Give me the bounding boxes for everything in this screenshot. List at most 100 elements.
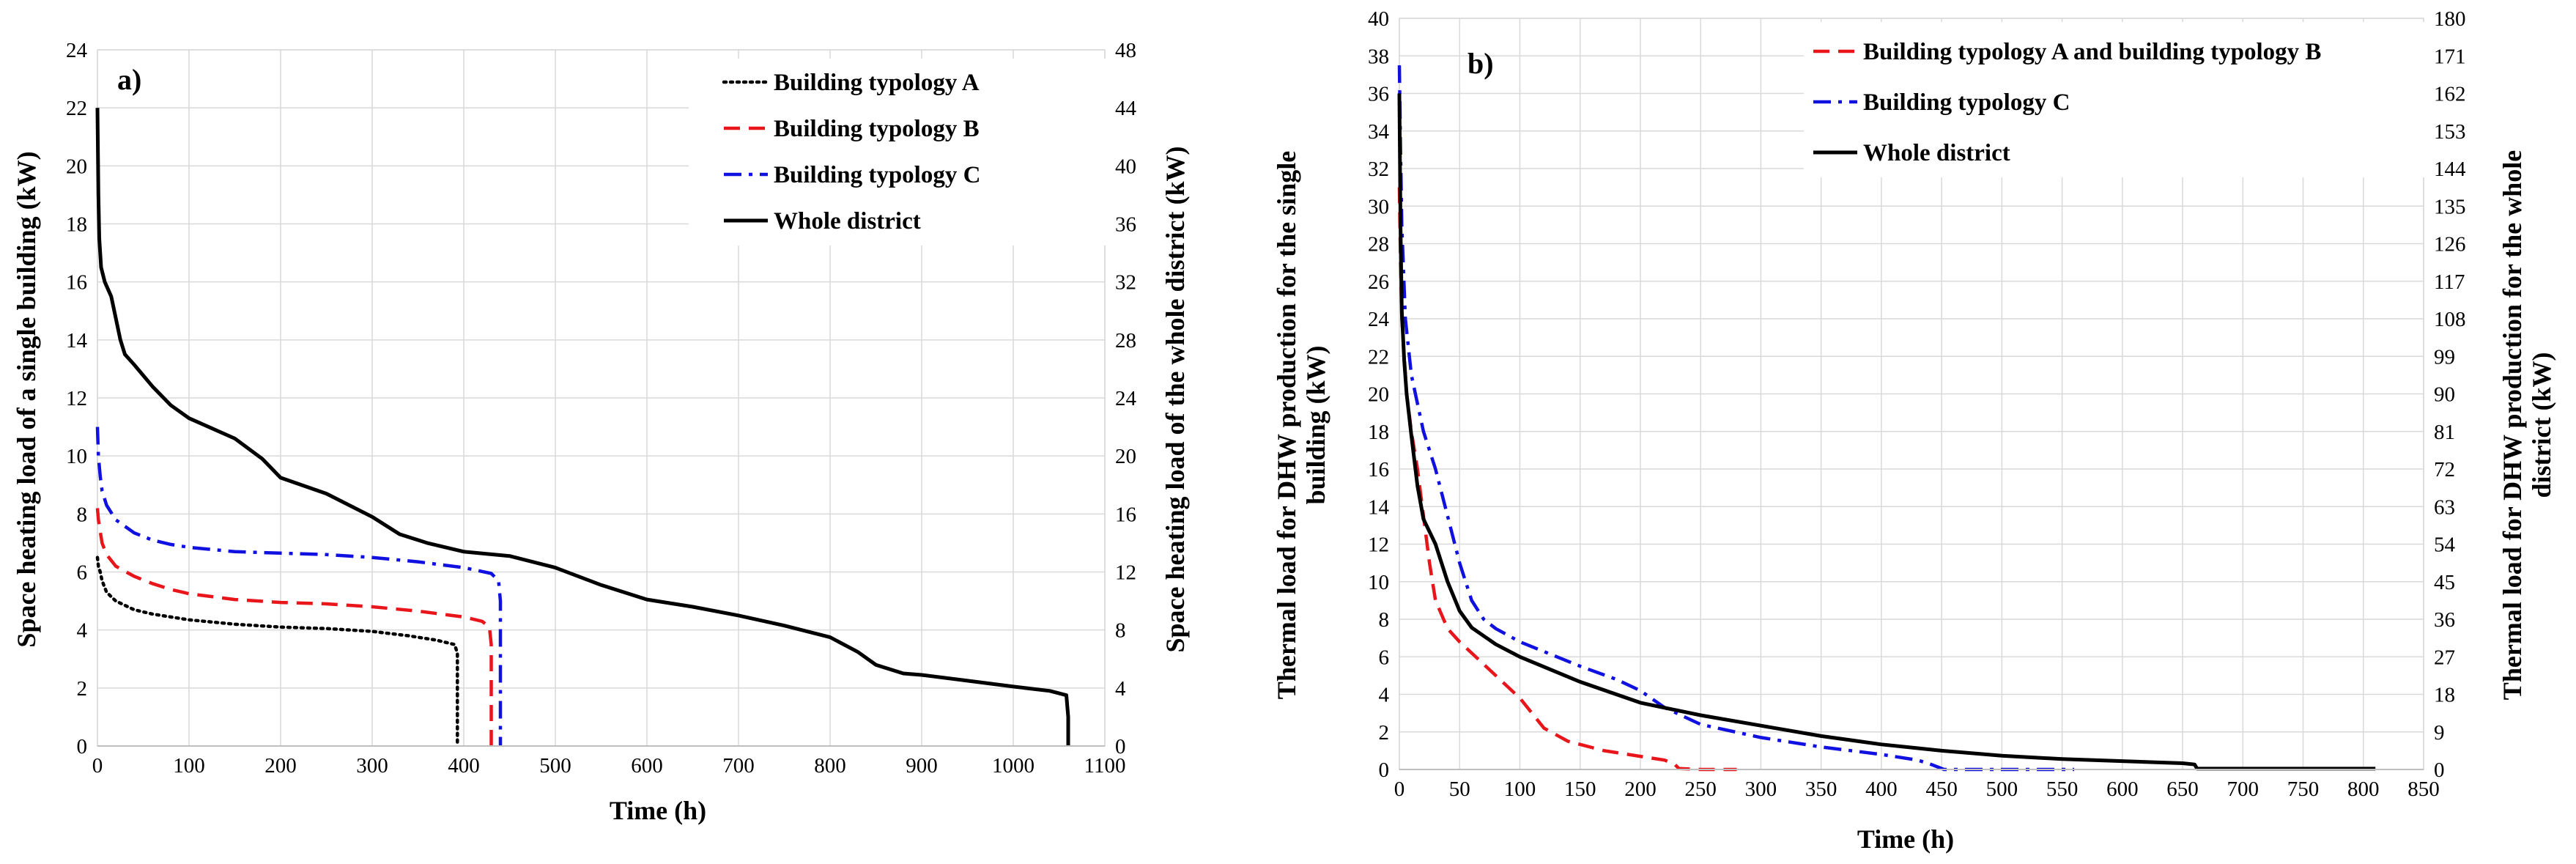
legend-label-3: Whole district (1863, 140, 2010, 166)
y-tick-label: 32 (1368, 158, 1389, 181)
series-line-1 (95, 555, 459, 748)
chart-a-legend: Building typology A Building typology B Bu… (722, 70, 980, 235)
y2-tick-label: 162 (2434, 83, 2466, 106)
y-tick-label: 6 (1379, 646, 1390, 669)
y2-tick-label: 0 (1115, 735, 1126, 758)
chart-b-panel-label: b) (1467, 47, 1494, 80)
x-tick-label: 550 (2046, 778, 2079, 801)
y2-tick-label: 108 (2434, 308, 2466, 331)
legend-label-4: Whole district (774, 208, 921, 235)
y2-tick-label: 8 (1115, 619, 1126, 643)
x-tick-label: 750 (2287, 778, 2320, 801)
y2-tick-label: 48 (1115, 39, 1136, 62)
y-tick-label: 14 (66, 329, 88, 352)
y2-tick-label: 9 (2434, 721, 2445, 745)
y-tick-label: 18 (66, 213, 87, 237)
series-line-3 (95, 427, 503, 746)
series-line-4 (95, 108, 1070, 746)
x-tick-label: 700 (2227, 778, 2259, 801)
chart-b-y2-axis-label-line-2: district (kW) (2527, 352, 2556, 498)
x-tick-label: 900 (906, 754, 938, 778)
y-tick-label: 16 (66, 271, 87, 295)
y-tick-label: 2 (1379, 721, 1390, 745)
x-tick-label: 200 (1624, 778, 1657, 801)
chart-a-series (95, 108, 1070, 748)
y2-tick-label: 180 (2434, 7, 2466, 31)
y-tick-label: 10 (1368, 571, 1389, 594)
y-tick-label: 36 (1368, 83, 1389, 106)
x-tick-label: 300 (356, 754, 388, 778)
x-tick-label: 200 (264, 754, 297, 778)
y-tick-label: 12 (1368, 533, 1389, 557)
legend-label-3: Building typology C (774, 162, 980, 188)
chart-b-series (1397, 65, 2376, 772)
y2-tick-label: 171 (2434, 45, 2466, 68)
y-tick-label: 10 (66, 445, 87, 468)
y-tick-label: 40 (1368, 7, 1389, 31)
x-tick-label: 400 (1865, 778, 1898, 801)
x-tick-label: 250 (1684, 778, 1717, 801)
y-tick-label: 18 (1368, 421, 1389, 444)
chart-b-x-ticks: 0 50 100 150 200 250 300 350 400 450 500 550 600 650 7… (1394, 778, 2440, 801)
chart-b-y2-ticks: 0 9 18 27 36 45 54 63 72 81 90 99 108 117 126 135 144 153… (2434, 7, 2466, 782)
y2-tick-label: 153 (2434, 120, 2466, 144)
series-line-2 (95, 508, 493, 746)
chart-b-y-axis-label-line-2: building (kW) (1301, 345, 1330, 504)
x-tick-label: 600 (631, 754, 663, 778)
chart-b-y-axis-label-line-1: Thermal load for DHW production for the … (1272, 151, 1301, 699)
x-tick-label: 450 (1925, 778, 1958, 801)
x-tick-label: 100 (173, 754, 205, 778)
x-tick-label: 500 (539, 754, 571, 778)
x-tick-label: 1100 (1084, 754, 1126, 778)
y-tick-label: 8 (1379, 608, 1390, 632)
y-tick-label: 22 (1368, 345, 1389, 369)
y2-tick-label: 32 (1115, 271, 1136, 295)
y2-tick-label: 20 (1115, 445, 1136, 468)
chart-b-y2-axis-label-line-1: Thermal load for DHW production for the … (2498, 150, 2527, 700)
chart-a-y2-axis-label: Space heating load of the whole district… (1161, 147, 1190, 653)
y2-tick-label: 28 (1115, 329, 1136, 352)
chart-a: 0 100 200 300 400 500 600 700 800 900 1000 1100 024… (12, 39, 1190, 825)
y2-tick-label: 45 (2434, 571, 2455, 594)
y-tick-label: 24 (66, 39, 88, 62)
y2-tick-label: 16 (1115, 503, 1136, 526)
y-tick-label: 8 (77, 503, 88, 526)
x-tick-label: 50 (1449, 778, 1470, 801)
y2-tick-label: 0 (2434, 758, 2445, 782)
x-tick-label: 850 (2407, 778, 2440, 801)
y2-tick-label: 63 (2434, 495, 2455, 519)
chart-a-x-axis-label: Time (h) (610, 796, 706, 825)
y2-tick-label: 144 (2434, 158, 2466, 181)
y2-tick-label: 12 (1115, 561, 1136, 585)
chart-a-x-ticks: 0 100 200 300 400 500 600 700 800 900 1000 1100 (92, 754, 1126, 778)
y-tick-label: 20 (1368, 383, 1389, 407)
chart-b-y-axis-label: Thermal load for DHW production for the … (1272, 151, 1330, 699)
x-tick-label: 800 (814, 754, 846, 778)
y-tick-label: 12 (66, 387, 87, 410)
chart-a-y-axis-label: Space heating load of a single building … (12, 151, 41, 647)
y2-tick-label: 36 (2434, 608, 2455, 632)
y-tick-label: 4 (77, 619, 88, 643)
legend-label-1: Building typology A and building typolog… (1863, 39, 2321, 65)
y-tick-label: 34 (1368, 120, 1390, 144)
y2-tick-label: 117 (2434, 270, 2465, 294)
x-tick-label: 1000 (992, 754, 1035, 778)
x-tick-label: 650 (2166, 778, 2199, 801)
chart-b-x-axis-label: Time (h) (1857, 824, 1954, 854)
y2-tick-label: 90 (2434, 383, 2455, 407)
x-tick-label: 100 (1504, 778, 1536, 801)
x-tick-label: 300 (1745, 778, 1777, 801)
y-tick-label: 20 (66, 155, 87, 178)
x-tick-label: 0 (92, 754, 103, 778)
y2-tick-label: 40 (1115, 155, 1136, 178)
y-tick-label: 6 (77, 561, 88, 585)
chart-b-legend: Building typology A and building typolog… (1813, 39, 2321, 166)
x-tick-label: 350 (1805, 778, 1837, 801)
y2-tick-label: 99 (2434, 345, 2455, 369)
chart-a-panel-label: a) (117, 63, 141, 96)
y-tick-label: 14 (1368, 495, 1390, 519)
y2-tick-label: 44 (1115, 97, 1137, 120)
x-tick-label: 700 (722, 754, 755, 778)
